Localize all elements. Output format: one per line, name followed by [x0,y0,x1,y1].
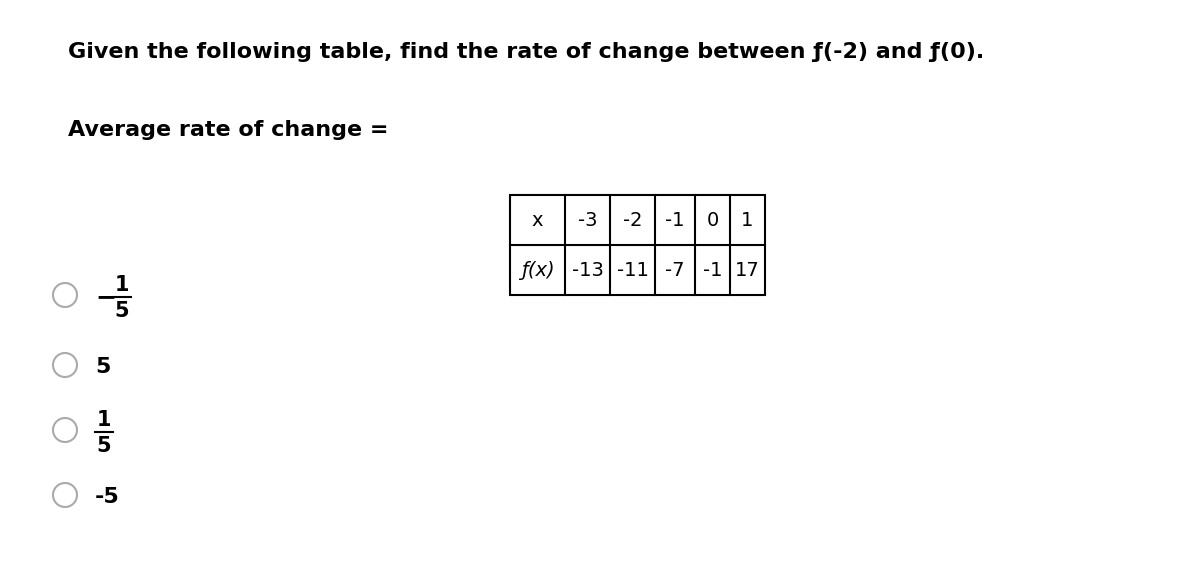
Text: 1: 1 [742,210,754,229]
Text: 17: 17 [736,260,760,279]
Bar [510,195,766,295]
Text: -2: -2 [623,210,642,229]
Text: 5: 5 [97,436,112,456]
Text: 5: 5 [115,301,130,321]
Text: 5: 5 [95,357,110,377]
Text: 1: 1 [97,410,112,430]
Text: Average rate of change =: Average rate of change = [68,120,389,140]
Text: -3: -3 [577,210,598,229]
Text: -11: -11 [617,260,648,279]
Text: -7: -7 [665,260,685,279]
Text: Given the following table, find the rate of change between ƒ(-2) and ƒ(0).: Given the following table, find the rate… [68,42,984,62]
Text: -1: -1 [665,210,685,229]
Text: ƒ(x): ƒ(x) [521,260,554,279]
Text: -5: -5 [95,487,120,507]
Text: -1: -1 [703,260,722,279]
Text: x: x [532,210,544,229]
Text: −: − [95,285,116,309]
Text: 0: 0 [707,210,719,229]
Text: 1: 1 [115,275,130,295]
Text: -13: -13 [571,260,604,279]
